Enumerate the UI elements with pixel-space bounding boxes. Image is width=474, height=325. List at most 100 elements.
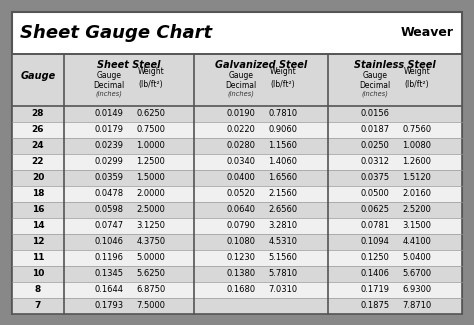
Text: 0.0375: 0.0375 [360, 174, 390, 183]
Bar [12, 106, 462, 122]
Text: 0.1046: 0.1046 [94, 238, 124, 246]
Text: 1.5120: 1.5120 [402, 174, 431, 183]
Text: 0.1875: 0.1875 [360, 302, 390, 310]
Text: 5.6700: 5.6700 [402, 269, 431, 279]
Text: 0.9060: 0.9060 [268, 125, 298, 135]
Text: 0.0179: 0.0179 [94, 125, 124, 135]
Text: Sheet Steel: Sheet Steel [97, 60, 161, 70]
Text: 0.0190: 0.0190 [227, 110, 255, 119]
Text: 24: 24 [32, 141, 44, 150]
Text: 0.0250: 0.0250 [361, 141, 390, 150]
Text: (lb/ft²): (lb/ft²) [405, 81, 429, 89]
Bar [12, 266, 462, 282]
Text: 18: 18 [32, 189, 44, 199]
Text: 5.0000: 5.0000 [137, 254, 165, 263]
Text: 0.1380: 0.1380 [227, 269, 255, 279]
Text: 5.0400: 5.0400 [402, 254, 431, 263]
Text: 5.6250: 5.6250 [137, 269, 165, 279]
Text: 0.0149: 0.0149 [94, 110, 123, 119]
Text: 1.4060: 1.4060 [268, 158, 298, 166]
Bar [12, 250, 462, 266]
Text: 5.1560: 5.1560 [268, 254, 298, 263]
Text: 7.8710: 7.8710 [402, 302, 432, 310]
Text: Weight: Weight [270, 68, 296, 76]
Text: 6.8750: 6.8750 [137, 285, 165, 294]
Text: 0.1080: 0.1080 [227, 238, 255, 246]
Text: 0.6250: 0.6250 [137, 110, 165, 119]
Text: 0.0359: 0.0359 [94, 174, 124, 183]
Text: 26: 26 [32, 125, 44, 135]
Text: 0.1345: 0.1345 [94, 269, 124, 279]
Text: 0.1230: 0.1230 [227, 254, 255, 263]
Bar [12, 202, 462, 218]
Text: 0.7500: 0.7500 [137, 125, 165, 135]
Text: 11: 11 [32, 254, 44, 263]
Text: 5.7810: 5.7810 [268, 269, 298, 279]
Text: 4.4100: 4.4100 [402, 238, 431, 246]
Text: 28: 28 [32, 110, 44, 119]
Text: 0.0478: 0.0478 [94, 189, 124, 199]
Text: 0.0520: 0.0520 [227, 189, 255, 199]
Text: (inches): (inches) [228, 91, 255, 97]
Bar [12, 186, 462, 202]
Text: (lb/ft²): (lb/ft²) [139, 81, 164, 89]
Text: (inches): (inches) [96, 91, 122, 97]
Text: 4.5310: 4.5310 [268, 238, 298, 246]
Text: 0.1680: 0.1680 [227, 285, 255, 294]
Text: Galvanized Steel: Galvanized Steel [215, 60, 307, 70]
Text: 3.1250: 3.1250 [137, 222, 165, 230]
Text: 0.0400: 0.0400 [227, 174, 255, 183]
Bar [12, 298, 462, 314]
Text: 8: 8 [35, 285, 41, 294]
Text: 1.0000: 1.0000 [137, 141, 165, 150]
Bar [12, 138, 462, 154]
Text: (inches): (inches) [362, 91, 388, 97]
Text: 0.0500: 0.0500 [361, 189, 390, 199]
Text: 0.0747: 0.0747 [94, 222, 124, 230]
Text: Weaver: Weaver [401, 27, 454, 40]
Bar [12, 170, 462, 186]
Text: Weight: Weight [137, 68, 164, 76]
Bar [12, 218, 462, 234]
Text: 14: 14 [32, 222, 44, 230]
Text: 3.2810: 3.2810 [268, 222, 298, 230]
Text: 2.5000: 2.5000 [137, 205, 165, 214]
Text: Gauge: Gauge [363, 72, 388, 81]
Text: 2.1560: 2.1560 [268, 189, 298, 199]
Text: (lb/ft²): (lb/ft²) [271, 81, 295, 89]
Text: Decimal: Decimal [359, 81, 391, 89]
Text: 0.0239: 0.0239 [94, 141, 124, 150]
Bar [12, 154, 462, 170]
Text: 0.1644: 0.1644 [94, 285, 124, 294]
Text: Decimal: Decimal [93, 81, 125, 89]
Text: 0.0299: 0.0299 [94, 158, 123, 166]
Text: Decimal: Decimal [225, 81, 256, 89]
Text: 0.0640: 0.0640 [227, 205, 255, 214]
Text: 1.5000: 1.5000 [137, 174, 165, 183]
Text: 0.1719: 0.1719 [361, 285, 390, 294]
Bar [12, 282, 462, 298]
Text: 0.0280: 0.0280 [227, 141, 255, 150]
Text: 12: 12 [32, 238, 44, 246]
Text: 0.1196: 0.1196 [94, 254, 124, 263]
Text: 0.1094: 0.1094 [361, 238, 390, 246]
Text: Gauge: Gauge [97, 72, 121, 81]
Text: 2.0000: 2.0000 [137, 189, 165, 199]
Text: 10: 10 [32, 269, 44, 279]
Text: 0.0781: 0.0781 [360, 222, 390, 230]
Text: 0.0312: 0.0312 [361, 158, 390, 166]
Text: 1.2600: 1.2600 [402, 158, 431, 166]
Text: Stainless Steel: Stainless Steel [354, 60, 436, 70]
Bar [12, 122, 462, 138]
Text: 0.1793: 0.1793 [94, 302, 124, 310]
Text: 7.5000: 7.5000 [137, 302, 165, 310]
Text: 0.0598: 0.0598 [94, 205, 124, 214]
Text: 22: 22 [32, 158, 44, 166]
Text: 0.0156: 0.0156 [361, 110, 390, 119]
Text: 0.1406: 0.1406 [361, 269, 390, 279]
Text: 1.0080: 1.0080 [402, 141, 431, 150]
Text: 0.1250: 0.1250 [361, 254, 390, 263]
Text: 7: 7 [35, 302, 41, 310]
Text: 0.7810: 0.7810 [268, 110, 298, 119]
Text: 6.9300: 6.9300 [402, 285, 431, 294]
